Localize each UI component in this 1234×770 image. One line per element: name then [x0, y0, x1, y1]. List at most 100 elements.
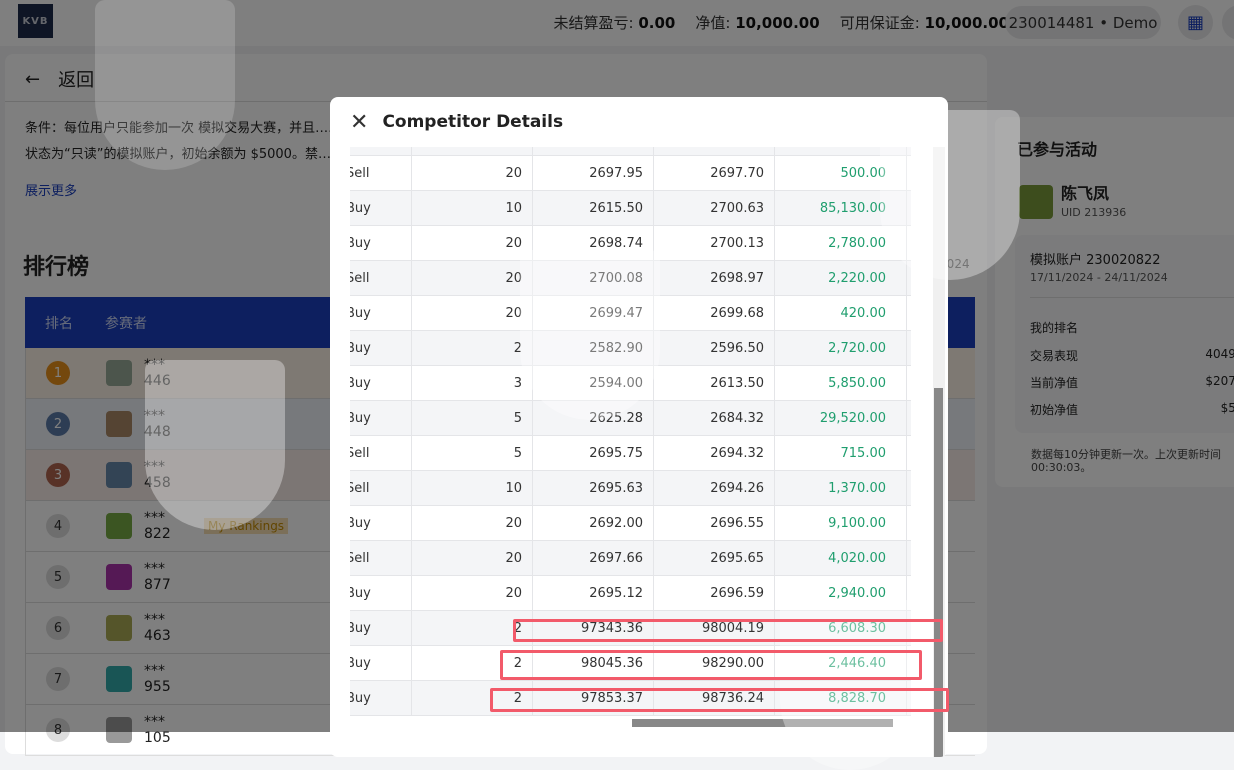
trade-type-cell: Buy [350, 506, 412, 540]
volume-cell: 2 [412, 681, 533, 715]
close-icon[interactable]: ✕ [350, 109, 369, 135]
trade-type-cell: Buy [350, 366, 412, 400]
close-price-cell: 2700.13 [654, 226, 775, 260]
trade-type-cell: Buy [350, 681, 412, 715]
trade-type-cell: Sell [350, 436, 412, 470]
volume-cell: 2 [412, 331, 533, 365]
profit-cell: 2,446.40 [775, 646, 907, 680]
table-row[interactable]: Buy 3 2594.00 2613.50 5,850.00 [350, 366, 911, 401]
close-price-cell: 2613.50 [654, 366, 775, 400]
open-price-cell: 2615.50 [533, 191, 654, 225]
profit-cell: 500.00 [775, 156, 907, 190]
volume-cell: 20 [412, 226, 533, 260]
open-price-cell: 2625.28 [533, 401, 654, 435]
volume-cell: 2 [412, 611, 533, 645]
profit-cell: 29,520.00 [775, 401, 907, 435]
profit-cell: 5,850.00 [775, 366, 907, 400]
table-row[interactable]: Buy 20 2692.00 2696.55 9,100.00 [350, 506, 911, 541]
close-price-cell: 2684.32 [654, 401, 775, 435]
table-row[interactable]: Buy 20 2698.74 2700.13 2,780.00 [350, 226, 911, 261]
horizontal-scrollbar-thumb[interactable] [632, 719, 893, 727]
open-price-cell: 97853.37 [533, 681, 654, 715]
watermark-shield [145, 360, 285, 530]
profit-cell: 715.00 [775, 436, 907, 470]
profit-cell: 420.00 [775, 296, 907, 330]
open-price-cell: 2699.47 [533, 296, 654, 330]
table-row[interactable]: Sell 10 2695.63 2694.26 1,370.00 [350, 471, 911, 506]
volume-cell: 10 [412, 191, 533, 225]
table-row[interactable]: Sell 5 2695.75 2694.32 715.00 [350, 436, 911, 471]
trade-type-cell: Sell [350, 156, 412, 190]
table-row[interactable]: Buy 2 2582.90 2596.50 2,720.00 [350, 331, 911, 366]
open-price-cell: 2697.95 [533, 156, 654, 190]
highlight-box [500, 650, 922, 680]
volume-cell: 20 [412, 576, 533, 610]
close-price-cell: 98290.00 [654, 646, 775, 680]
close-price-cell: 2696.59 [654, 576, 775, 610]
close-price-cell: 2699.68 [654, 296, 775, 330]
volume-cell: 5 [412, 401, 533, 435]
highlight-box [513, 619, 943, 642]
close-price-cell: 98736.24 [654, 681, 775, 715]
close-price-cell: 2698.97 [654, 261, 775, 295]
open-price-cell: 97343.36 [533, 611, 654, 645]
open-price-cell: 2695.12 [533, 576, 654, 610]
trade-type-cell: Buy [350, 331, 412, 365]
open-price-cell: 2692.00 [533, 506, 654, 540]
volume-cell: 20 [412, 261, 533, 295]
close-price-cell: 2697.70 [654, 156, 775, 190]
table-row[interactable]: Sell 20 2697.95 2697.70 500.00 [350, 156, 911, 191]
table-row[interactable]: Buy 10 2615.50 2700.63 85,130.00 [350, 191, 911, 226]
modal-header: ✕ Competitor Details [330, 97, 948, 147]
table-row[interactable]: Sell 20 2697.66 2695.65 4,020.00 [350, 541, 911, 576]
volume-cell: 2 [412, 646, 533, 680]
table-row [350, 147, 911, 156]
modal-title: Competitor Details [382, 112, 564, 132]
trade-type-cell: Buy [350, 401, 412, 435]
trade-type-cell: Buy [350, 226, 412, 260]
open-price-cell: 2700.08 [533, 261, 654, 295]
open-price-cell: 2695.75 [533, 436, 654, 470]
open-price-cell: 98045.36 [533, 646, 654, 680]
trade-type-cell: Buy [350, 611, 412, 645]
profit-cell: 2,220.00 [775, 261, 907, 295]
trade-type-cell: Buy [350, 191, 412, 225]
watermark-shield [95, 0, 235, 170]
volume-cell: 10 [412, 471, 533, 505]
close-price-cell: 2700.63 [654, 191, 775, 225]
table-row[interactable]: Buy 20 2695.12 2696.59 2,940.00 [350, 576, 911, 611]
vertical-scrollbar-thumb[interactable] [934, 388, 943, 757]
close-price-cell: 2694.32 [654, 436, 775, 470]
profit-cell: 9,100.00 [775, 506, 907, 540]
trade-type-cell: Buy [350, 646, 412, 680]
open-price-cell: 2697.66 [533, 541, 654, 575]
profit-cell: 2,940.00 [775, 576, 907, 610]
watermark-shield [880, 110, 1020, 280]
trade-type-cell: Buy [350, 576, 412, 610]
open-price-cell: 2594.00 [533, 366, 654, 400]
table-row[interactable]: Buy 5 2625.28 2684.32 29,520.00 [350, 401, 911, 436]
highlight-box [490, 688, 949, 712]
close-price-cell: 2694.26 [654, 471, 775, 505]
volume-cell: 20 [412, 296, 533, 330]
trade-type-cell: Sell [350, 471, 412, 505]
trade-type-cell: Buy [350, 296, 412, 330]
volume-cell: 20 [412, 506, 533, 540]
profit-cell: 6,608.30 [775, 611, 907, 645]
trade-type-cell: Sell [350, 261, 412, 295]
profit-cell: 2,720.00 [775, 331, 907, 365]
volume-cell: 5 [412, 436, 533, 470]
volume-cell: 3 [412, 366, 533, 400]
volume-cell: 20 [412, 156, 533, 190]
profit-cell: 2,780.00 [775, 226, 907, 260]
close-price-cell: 2695.65 [654, 541, 775, 575]
volume-cell: 20 [412, 541, 533, 575]
watermark-shield [520, 250, 660, 420]
table-row[interactable]: Sell 20 2700.08 2698.97 2,220.00 [350, 261, 911, 296]
open-price-cell: 2698.74 [533, 226, 654, 260]
close-price-cell: 2596.50 [654, 331, 775, 365]
profit-cell: 85,130.00 [775, 191, 907, 225]
profit-cell: 8,828.70 [775, 681, 907, 715]
profit-cell: 4,020.00 [775, 541, 907, 575]
table-row[interactable]: Buy 20 2699.47 2699.68 420.00 [350, 296, 911, 331]
